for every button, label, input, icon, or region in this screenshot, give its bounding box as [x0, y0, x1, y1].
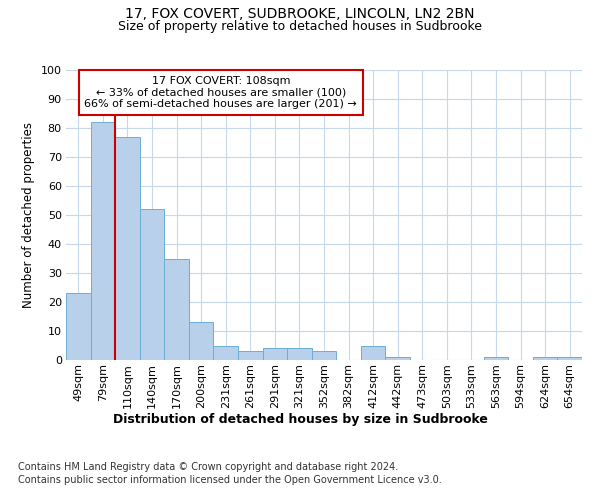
Text: Distribution of detached houses by size in Sudbrooke: Distribution of detached houses by size … — [113, 412, 487, 426]
Bar — [214, 346, 238, 360]
Text: 17 FOX COVERT: 108sqm
← 33% of detached houses are smaller (100)
66% of semi-det: 17 FOX COVERT: 108sqm ← 33% of detached … — [85, 76, 357, 109]
Bar — [115, 136, 140, 360]
Bar — [287, 348, 312, 360]
Text: Contains HM Land Registry data © Crown copyright and database right 2024.: Contains HM Land Registry data © Crown c… — [18, 462, 398, 472]
Bar — [385, 357, 410, 360]
Bar — [484, 357, 508, 360]
Bar — [189, 322, 214, 360]
Y-axis label: Number of detached properties: Number of detached properties — [22, 122, 35, 308]
Bar — [263, 348, 287, 360]
Bar — [533, 357, 557, 360]
Bar — [91, 122, 115, 360]
Bar — [140, 209, 164, 360]
Bar — [66, 294, 91, 360]
Bar — [557, 357, 582, 360]
Text: 17, FOX COVERT, SUDBROOKE, LINCOLN, LN2 2BN: 17, FOX COVERT, SUDBROOKE, LINCOLN, LN2 … — [125, 8, 475, 22]
Bar — [164, 258, 189, 360]
Bar — [238, 352, 263, 360]
Bar — [312, 352, 336, 360]
Text: Size of property relative to detached houses in Sudbrooke: Size of property relative to detached ho… — [118, 20, 482, 33]
Bar — [361, 346, 385, 360]
Text: Contains public sector information licensed under the Open Government Licence v3: Contains public sector information licen… — [18, 475, 442, 485]
